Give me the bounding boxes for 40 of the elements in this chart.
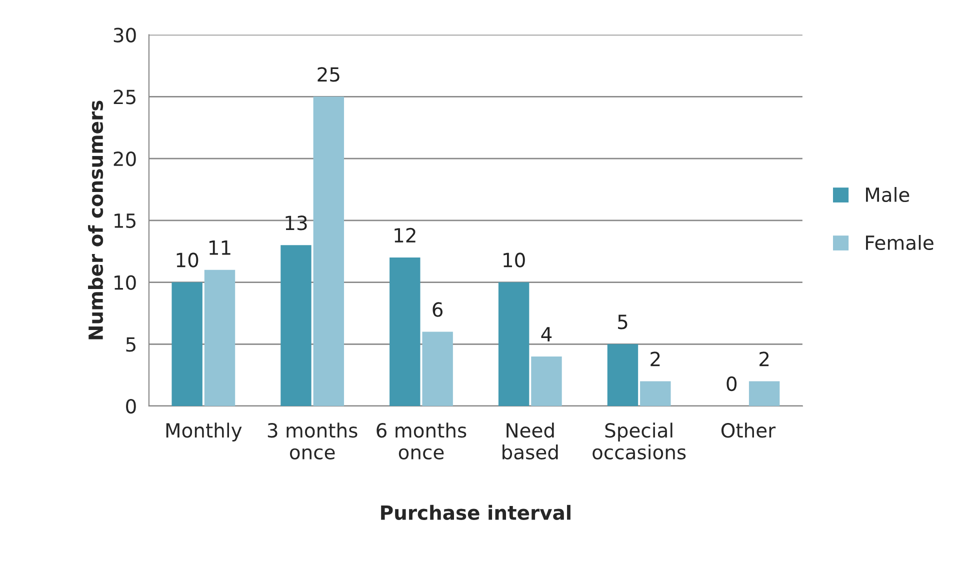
data-label: 13 bbox=[286, 216, 307, 230]
data-label: 10 bbox=[176, 252, 198, 268]
x-tick-label: Special occasions bbox=[592, 422, 686, 460]
bar bbox=[204, 270, 236, 406]
data-label: 0 bbox=[726, 376, 737, 392]
x-tick-label: 3 months once bbox=[268, 422, 358, 460]
bar bbox=[640, 381, 671, 406]
y-tick-label: 10 bbox=[114, 275, 136, 290]
data-label: 6 bbox=[432, 302, 443, 317]
bar bbox=[422, 332, 453, 406]
data-label: 2 bbox=[760, 352, 769, 366]
y-tick-label: 20 bbox=[114, 151, 136, 166]
bar bbox=[607, 344, 638, 406]
bar bbox=[531, 356, 562, 406]
bar bbox=[280, 245, 312, 406]
data-label: 12 bbox=[394, 228, 416, 242]
legend-label: Male bbox=[866, 187, 910, 202]
data-label: 10 bbox=[504, 252, 525, 268]
data-label: 5 bbox=[618, 314, 628, 330]
x-tick-label: Other bbox=[721, 422, 776, 438]
legend-label: Female bbox=[866, 234, 934, 250]
bar bbox=[390, 258, 420, 406]
data-label: 11 bbox=[210, 240, 230, 255]
x-axis-title: Purchase interval bbox=[381, 504, 570, 520]
data-label: 2 bbox=[650, 352, 660, 366]
bar bbox=[172, 282, 202, 406]
y-tick-label: 30 bbox=[114, 28, 136, 42]
x-tick-label: Need based bbox=[502, 422, 558, 460]
y-tick-label: 5 bbox=[126, 337, 136, 352]
x-tick-label: Monthly bbox=[166, 422, 242, 442]
bar bbox=[313, 96, 344, 406]
bar bbox=[498, 282, 530, 406]
bar bbox=[748, 381, 780, 406]
data-label: 25 bbox=[318, 67, 340, 82]
data-label: 4 bbox=[541, 327, 552, 342]
x-tick-label: 6 months once bbox=[376, 422, 466, 460]
y-tick-label: 0 bbox=[126, 398, 136, 414]
y-tick-label: 25 bbox=[114, 90, 136, 104]
y-tick-label: 15 bbox=[114, 214, 136, 228]
y-axis-title: Number of consumers bbox=[88, 100, 104, 340]
